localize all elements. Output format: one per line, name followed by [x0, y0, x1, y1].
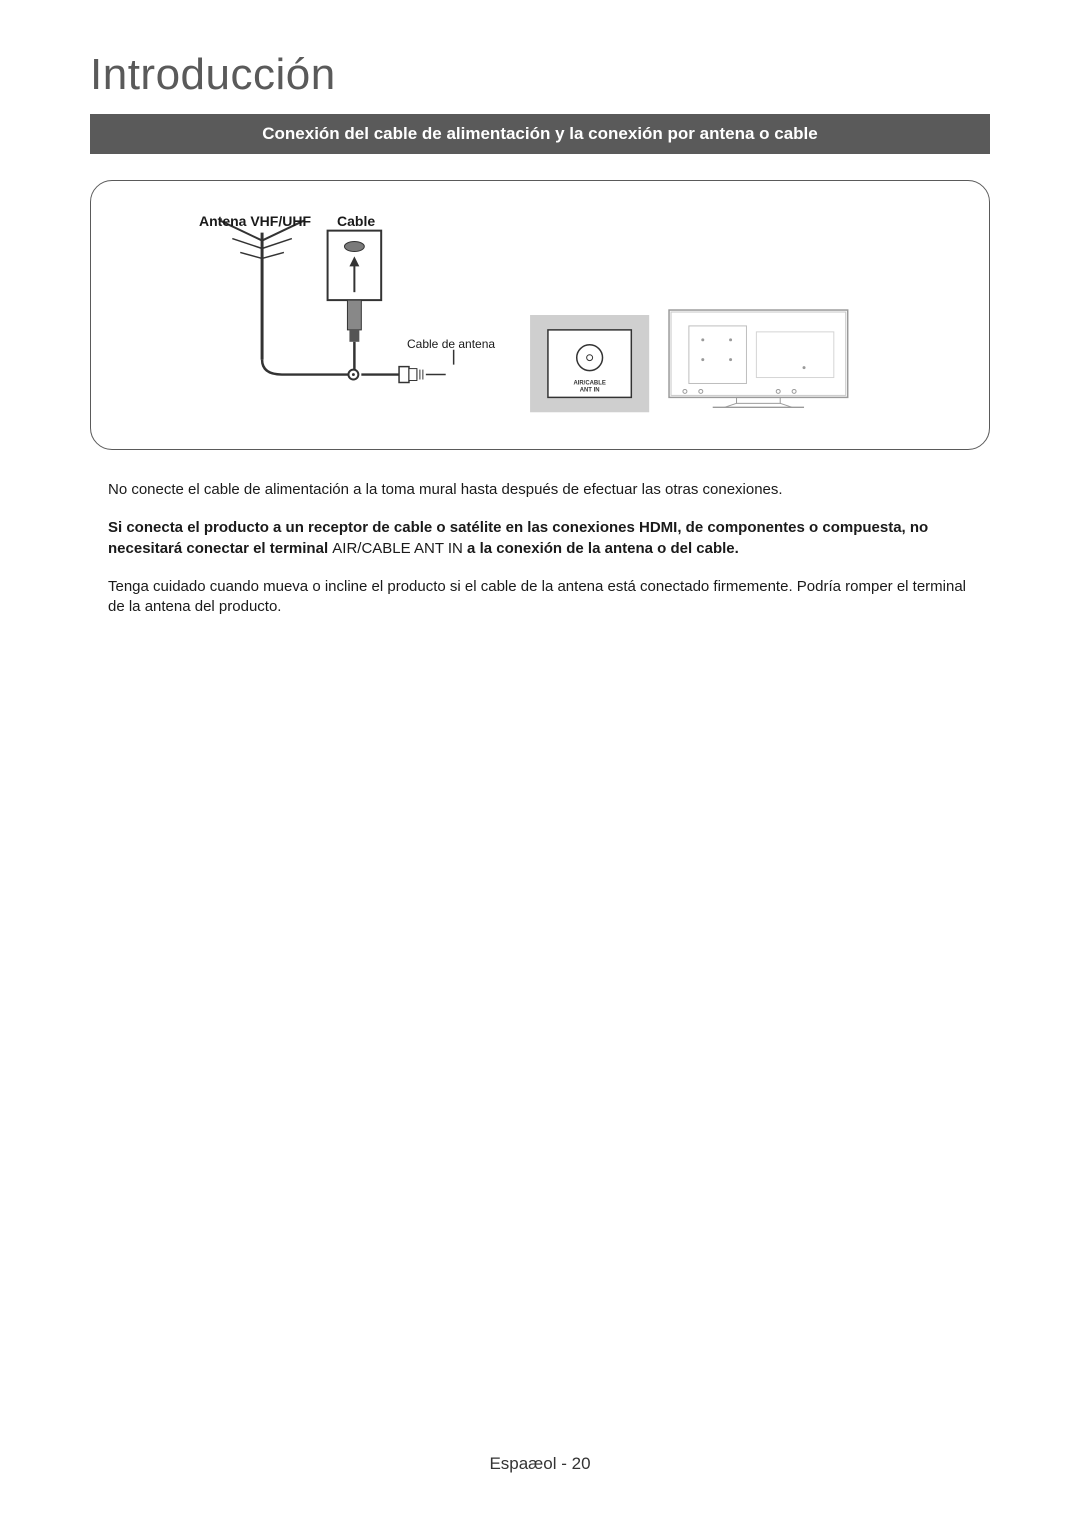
- paragraph-2: Si conecta el producto a un receptor de …: [90, 518, 990, 559]
- p2-part-c: a la conexión de la antena o del cable.: [463, 540, 739, 557]
- paragraph-3: Tenga cuidado cuando mueva o incline el …: [90, 577, 990, 618]
- svg-text:AIR/CABLE: AIR/CABLE: [573, 380, 605, 386]
- connection-diagram: AIR/CABLE ANT IN Antena VHF/U: [90, 180, 990, 450]
- section-header: Conexión del cable de alimentación y la …: [90, 114, 990, 154]
- label-antenna-cable: Cable de antena: [407, 337, 495, 351]
- paragraph-1: No conecte el cable de alimentación a la…: [90, 480, 990, 500]
- p2-part-b: AIR/CABLE ANT IN: [332, 540, 463, 557]
- page-title: Introducción: [90, 50, 990, 100]
- page-footer: Espaæol - 20: [0, 1454, 1080, 1474]
- label-cable: Cable: [337, 213, 375, 229]
- label-antenna: Antena VHF/UHF: [199, 213, 311, 229]
- svg-text:ANT IN: ANT IN: [580, 387, 600, 393]
